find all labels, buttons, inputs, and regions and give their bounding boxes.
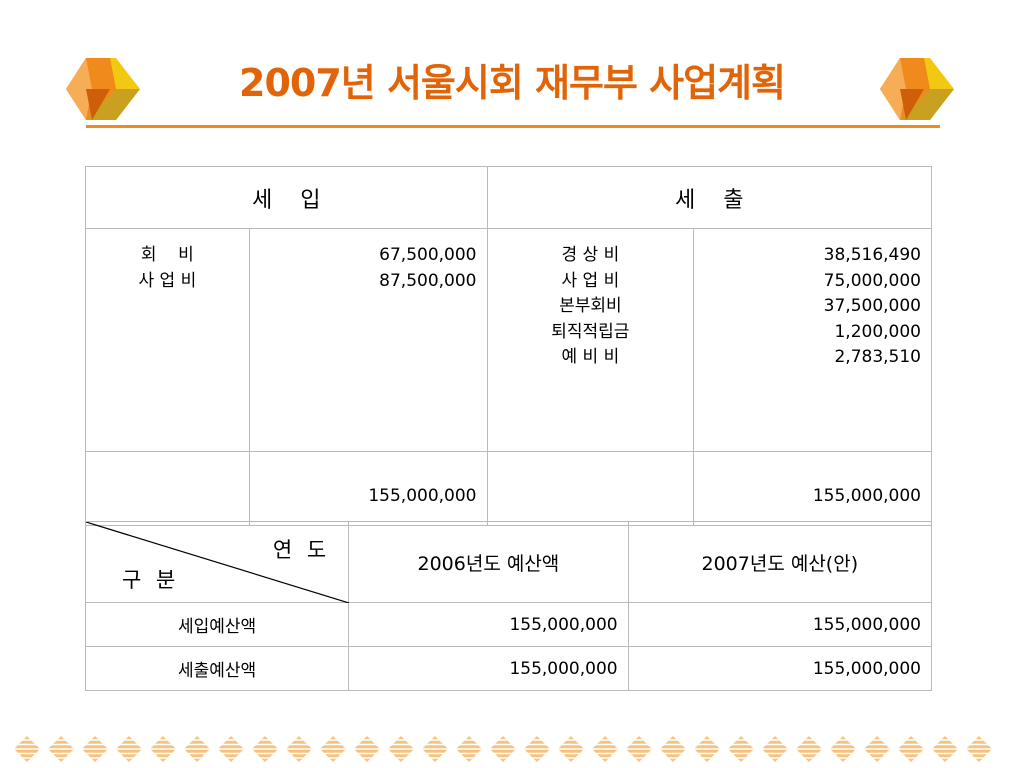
- cube-logo-right-icon: [880, 58, 954, 120]
- diamond-ornament-icon: [966, 736, 992, 762]
- list-item: 본부회비: [559, 296, 622, 316]
- income-items: 회 비 사 업 비: [85, 228, 250, 452]
- column-header-2006: 2006년도 예산액: [348, 521, 629, 603]
- expense-items: 경 상 비 사 업 비 본부회비 퇴직적립금 예 비 비: [486, 228, 695, 452]
- table-row: 세출예산액 155,000,000 155,000,000: [84, 646, 933, 691]
- diamond-ornament-icon: [490, 736, 516, 762]
- budget-comparison-table: 연 도 구 분 2006년도 예산액 2007년도 예산(안) 세입예산액 15…: [84, 521, 933, 691]
- expense-total: 155,000,000: [693, 451, 932, 526]
- diamond-ornament-icon: [150, 736, 176, 762]
- list-item: 38,516,490: [823, 245, 921, 265]
- list-item: 75,000,000: [823, 270, 921, 291]
- expense-total-label: [486, 451, 695, 526]
- corner-cell: 연 도 구 분: [84, 521, 350, 603]
- list-item: 회 비: [140, 245, 194, 265]
- page-title: 2007년 서울시회 재무부 사업계획: [239, 61, 786, 105]
- diamond-ornament-icon: [354, 736, 380, 762]
- row-label: 세출예산액: [84, 646, 350, 691]
- income-amounts: 67,500,000 87,500,000: [248, 228, 488, 452]
- list-item: 퇴직적립금: [551, 321, 630, 342]
- list-item: 2,783,510: [834, 347, 921, 367]
- diamond-ornament-icon: [286, 736, 312, 762]
- income-total-label: [85, 451, 250, 526]
- list-item: 1,200,000: [834, 321, 921, 342]
- diagonal-line: [86, 522, 349, 603]
- diamond-ornament-icon: [48, 736, 74, 762]
- row-label: 세입예산액: [84, 602, 350, 647]
- cube-logo-left-icon: [66, 58, 140, 120]
- diamond-ornament-icon: [218, 736, 244, 762]
- diamond-ornament-icon: [184, 736, 210, 762]
- income-total: 155,000,000: [248, 451, 488, 526]
- list-item: 사 업 비: [138, 270, 197, 291]
- list-item: 87,500,000: [379, 270, 477, 291]
- list-item: 경 상 비: [561, 245, 620, 265]
- income-header: 세 입: [85, 166, 488, 229]
- diamond-border-decoration: [14, 736, 992, 762]
- diamond-ornament-icon: [388, 736, 414, 762]
- list-item: 사 업 비: [561, 270, 620, 291]
- list-item: 67,500,000: [379, 245, 477, 265]
- diamond-ornament-icon: [524, 736, 550, 762]
- diamond-ornament-icon: [830, 736, 856, 762]
- diamond-ornament-icon: [422, 736, 448, 762]
- diamond-ornament-icon: [592, 736, 618, 762]
- diamond-ornament-icon: [14, 736, 40, 762]
- list-item: 예 비 비: [561, 347, 620, 367]
- diamond-ornament-icon: [320, 736, 346, 762]
- expense-header: 세 출: [486, 166, 932, 229]
- revenue-expense-table: 세 입 세 출 회 비 사 업 비 67,500,000 87,500,000 …: [85, 166, 932, 526]
- diamond-ornament-icon: [660, 736, 686, 762]
- diamond-ornament-icon: [932, 736, 958, 762]
- expense-amounts: 38,516,490 75,000,000 37,500,000 1,200,0…: [693, 228, 932, 452]
- row-value-2006: 155,000,000: [348, 646, 629, 691]
- row-value-2007: 155,000,000: [627, 646, 933, 691]
- diamond-ornament-icon: [728, 736, 754, 762]
- diamond-ornament-icon: [456, 736, 482, 762]
- corner-category-label: 구 분: [122, 568, 180, 592]
- diamond-ornament-icon: [116, 736, 142, 762]
- list-item: 37,500,000: [823, 296, 921, 316]
- diamond-ornament-icon: [558, 736, 584, 762]
- diamond-ornament-icon: [694, 736, 720, 762]
- diamond-ornament-icon: [82, 736, 108, 762]
- column-header-2007: 2007년도 예산(안): [627, 521, 933, 603]
- diamond-ornament-icon: [762, 736, 788, 762]
- diamond-ornament-icon: [796, 736, 822, 762]
- diamond-ornament-icon: [626, 736, 652, 762]
- diamond-ornament-icon: [252, 736, 278, 762]
- table-row: 세입예산액 155,000,000 155,000,000: [84, 602, 933, 647]
- diamond-ornament-icon: [898, 736, 924, 762]
- row-value-2006: 155,000,000: [348, 602, 629, 647]
- corner-year-label: 연 도: [272, 538, 331, 562]
- row-value-2007: 155,000,000: [627, 602, 933, 647]
- diamond-ornament-icon: [864, 736, 890, 762]
- title-divider: [86, 125, 940, 128]
